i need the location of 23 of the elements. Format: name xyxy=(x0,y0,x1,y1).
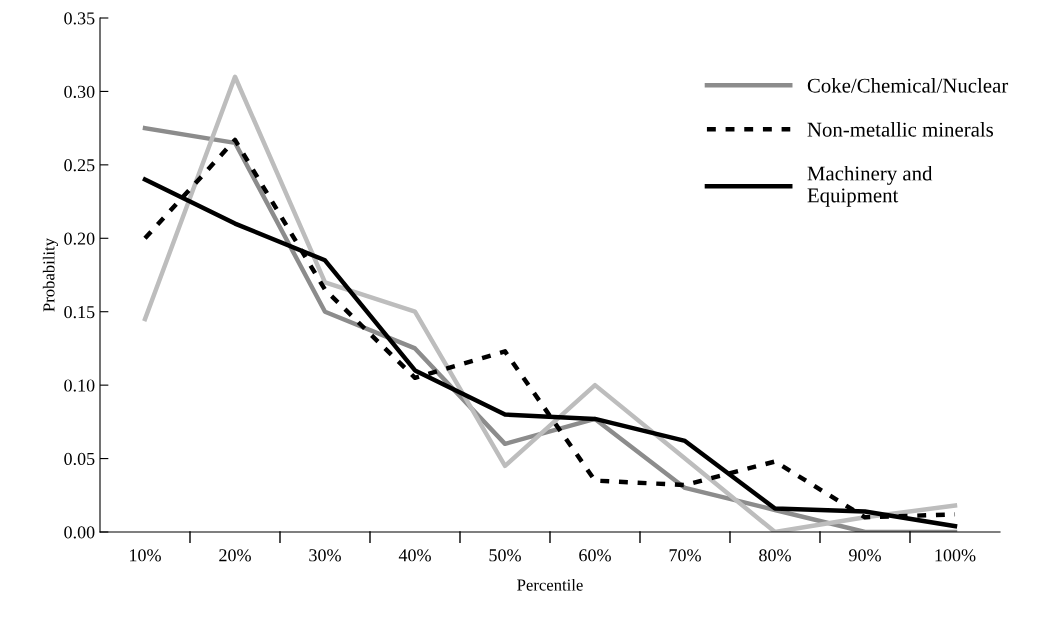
legend-label: Non-metallic minerals xyxy=(807,122,994,137)
x-tick-label: 40% xyxy=(398,549,431,562)
x-tick-label: 50% xyxy=(489,549,521,562)
x-axis-title: Percentile xyxy=(517,578,583,591)
y-axis-title: Probability xyxy=(42,238,58,312)
y-tick-label: 0.00 xyxy=(64,526,95,539)
y-tick-label: 0.10 xyxy=(64,379,95,392)
x-tick-label: 100% xyxy=(935,549,976,562)
y-tick-label: 0.15 xyxy=(64,305,95,319)
y-tick-label: 0.05 xyxy=(64,452,95,466)
x-tick-label: 30% xyxy=(309,549,341,562)
y-tick-label: 0.30 xyxy=(64,85,95,98)
legend-label: Coke/Chemical/Nuclear xyxy=(807,78,1009,93)
y-tick-label: 0.35 xyxy=(64,12,95,25)
x-tick-label: 20% xyxy=(219,549,251,562)
x-tick-label: 60% xyxy=(579,549,611,562)
x-tick-label: 80% xyxy=(759,549,791,562)
y-tick-label: 0.25 xyxy=(64,159,95,172)
legend-label: Machinery and Equipment xyxy=(807,165,933,207)
x-tick-label: 10% xyxy=(130,549,161,562)
x-tick-label: 70% xyxy=(669,549,701,562)
y-tick-label: 0.20 xyxy=(64,232,95,245)
x-tick-label: 90% xyxy=(849,549,881,562)
